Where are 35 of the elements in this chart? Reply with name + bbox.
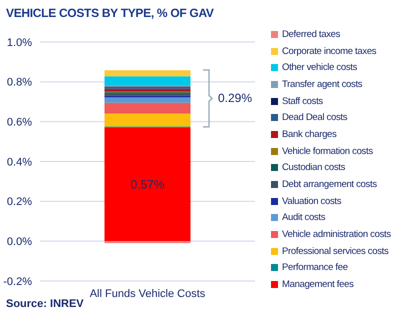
- legend-label: Other vehicle costs: [281, 61, 358, 76]
- legend-label: Vehicle formation costs: [281, 144, 374, 159]
- bar: [104, 76, 190, 86]
- legend-label: Corporate income taxes: [281, 44, 378, 59]
- legend-label: Audit costs: [281, 211, 326, 226]
- legend-label: Bank charges: [281, 128, 338, 142]
- legend-label: Management fees: [281, 278, 355, 292]
- legend-label: Performance fee: [281, 261, 349, 276]
- y-tick-label: 0.6%: [6, 116, 32, 129]
- y-tick-label: 0.2%: [6, 196, 32, 208]
- data-label: 0.57%: [130, 177, 165, 192]
- legend-label: Debt arrangement costs: [281, 178, 378, 192]
- legend-label: Staff costs: [281, 94, 324, 109]
- legend-label: Valuation costs: [281, 194, 342, 209]
- legend-label: Transfer agent costs: [281, 78, 364, 92]
- bar: [104, 88, 190, 92]
- y-tick-label: 0.0%: [6, 236, 32, 248]
- y-tick-label: -0.2%: [3, 276, 32, 288]
- bar: [104, 102, 190, 114]
- legend-label: Vehicle administration costs: [281, 228, 391, 242]
- x-tick-label: All Funds Vehicle Costs: [90, 288, 206, 300]
- bar: [104, 128, 190, 242]
- y-tick-label: 1.0%: [6, 36, 32, 49]
- bar: [104, 114, 190, 127]
- legend-label: Deferred taxes: [281, 28, 342, 42]
- source-note: Source: INREV: [6, 298, 84, 310]
- y-tick-label: 0.8%: [6, 76, 32, 89]
- y-tick-label: 0.4%: [6, 156, 32, 168]
- text: 0.29%: [218, 91, 252, 106]
- legend-label: Custodian costs: [281, 161, 346, 176]
- bar: [104, 97, 190, 103]
- legend-label: Dead Deal costs: [281, 111, 348, 126]
- chart-title: VEHICLE COSTS BY TYPE, % OF GAV: [6, 6, 214, 20]
- bar: [104, 70, 190, 76]
- legend-label: Professional services costs: [281, 244, 390, 259]
